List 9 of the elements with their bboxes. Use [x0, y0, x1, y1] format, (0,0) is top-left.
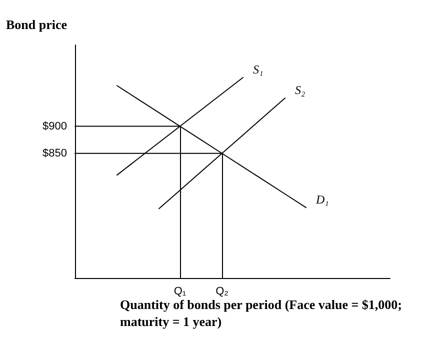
- series-label: S₁: [253, 62, 264, 77]
- x-tick-label: Q₂: [216, 286, 228, 298]
- x-tick-label: Q₁: [174, 286, 186, 298]
- series-label: D₁: [315, 192, 329, 207]
- series-label: S₂: [295, 83, 306, 98]
- y-axis-title: Bond price: [6, 17, 68, 32]
- x-axis-title: Quantity of bonds per period (Face value = $1,000; maturity = 1 year): [120, 297, 402, 329]
- y-tick-label: $850: [42, 147, 67, 160]
- y-tick-label: $900: [42, 120, 67, 132]
